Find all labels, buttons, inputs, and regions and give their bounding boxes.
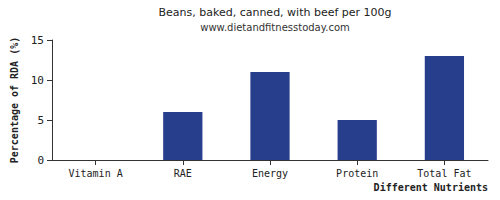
- svg-text:Energy: Energy: [252, 168, 288, 179]
- svg-text:Beans, baked, canned, with bee: Beans, baked, canned, with beef per 100g: [158, 6, 391, 19]
- svg-text:Protein: Protein: [336, 168, 378, 179]
- svg-text:www.dietandfitnesstoday.com: www.dietandfitnesstoday.com: [200, 22, 349, 33]
- svg-text:Percentage of RDA (%): Percentage of RDA (%): [9, 37, 20, 163]
- svg-text:Vitamin A: Vitamin A: [69, 168, 123, 179]
- svg-text:5: 5: [37, 114, 44, 127]
- svg-text:RAE: RAE: [174, 168, 192, 179]
- svg-text:Total Fat: Total Fat: [417, 168, 471, 179]
- svg-text:10: 10: [31, 74, 44, 87]
- svg-text:0: 0: [37, 154, 44, 167]
- svg-text:Different Nutrients: Different Nutrients: [374, 182, 488, 193]
- svg-text:15: 15: [31, 34, 44, 47]
